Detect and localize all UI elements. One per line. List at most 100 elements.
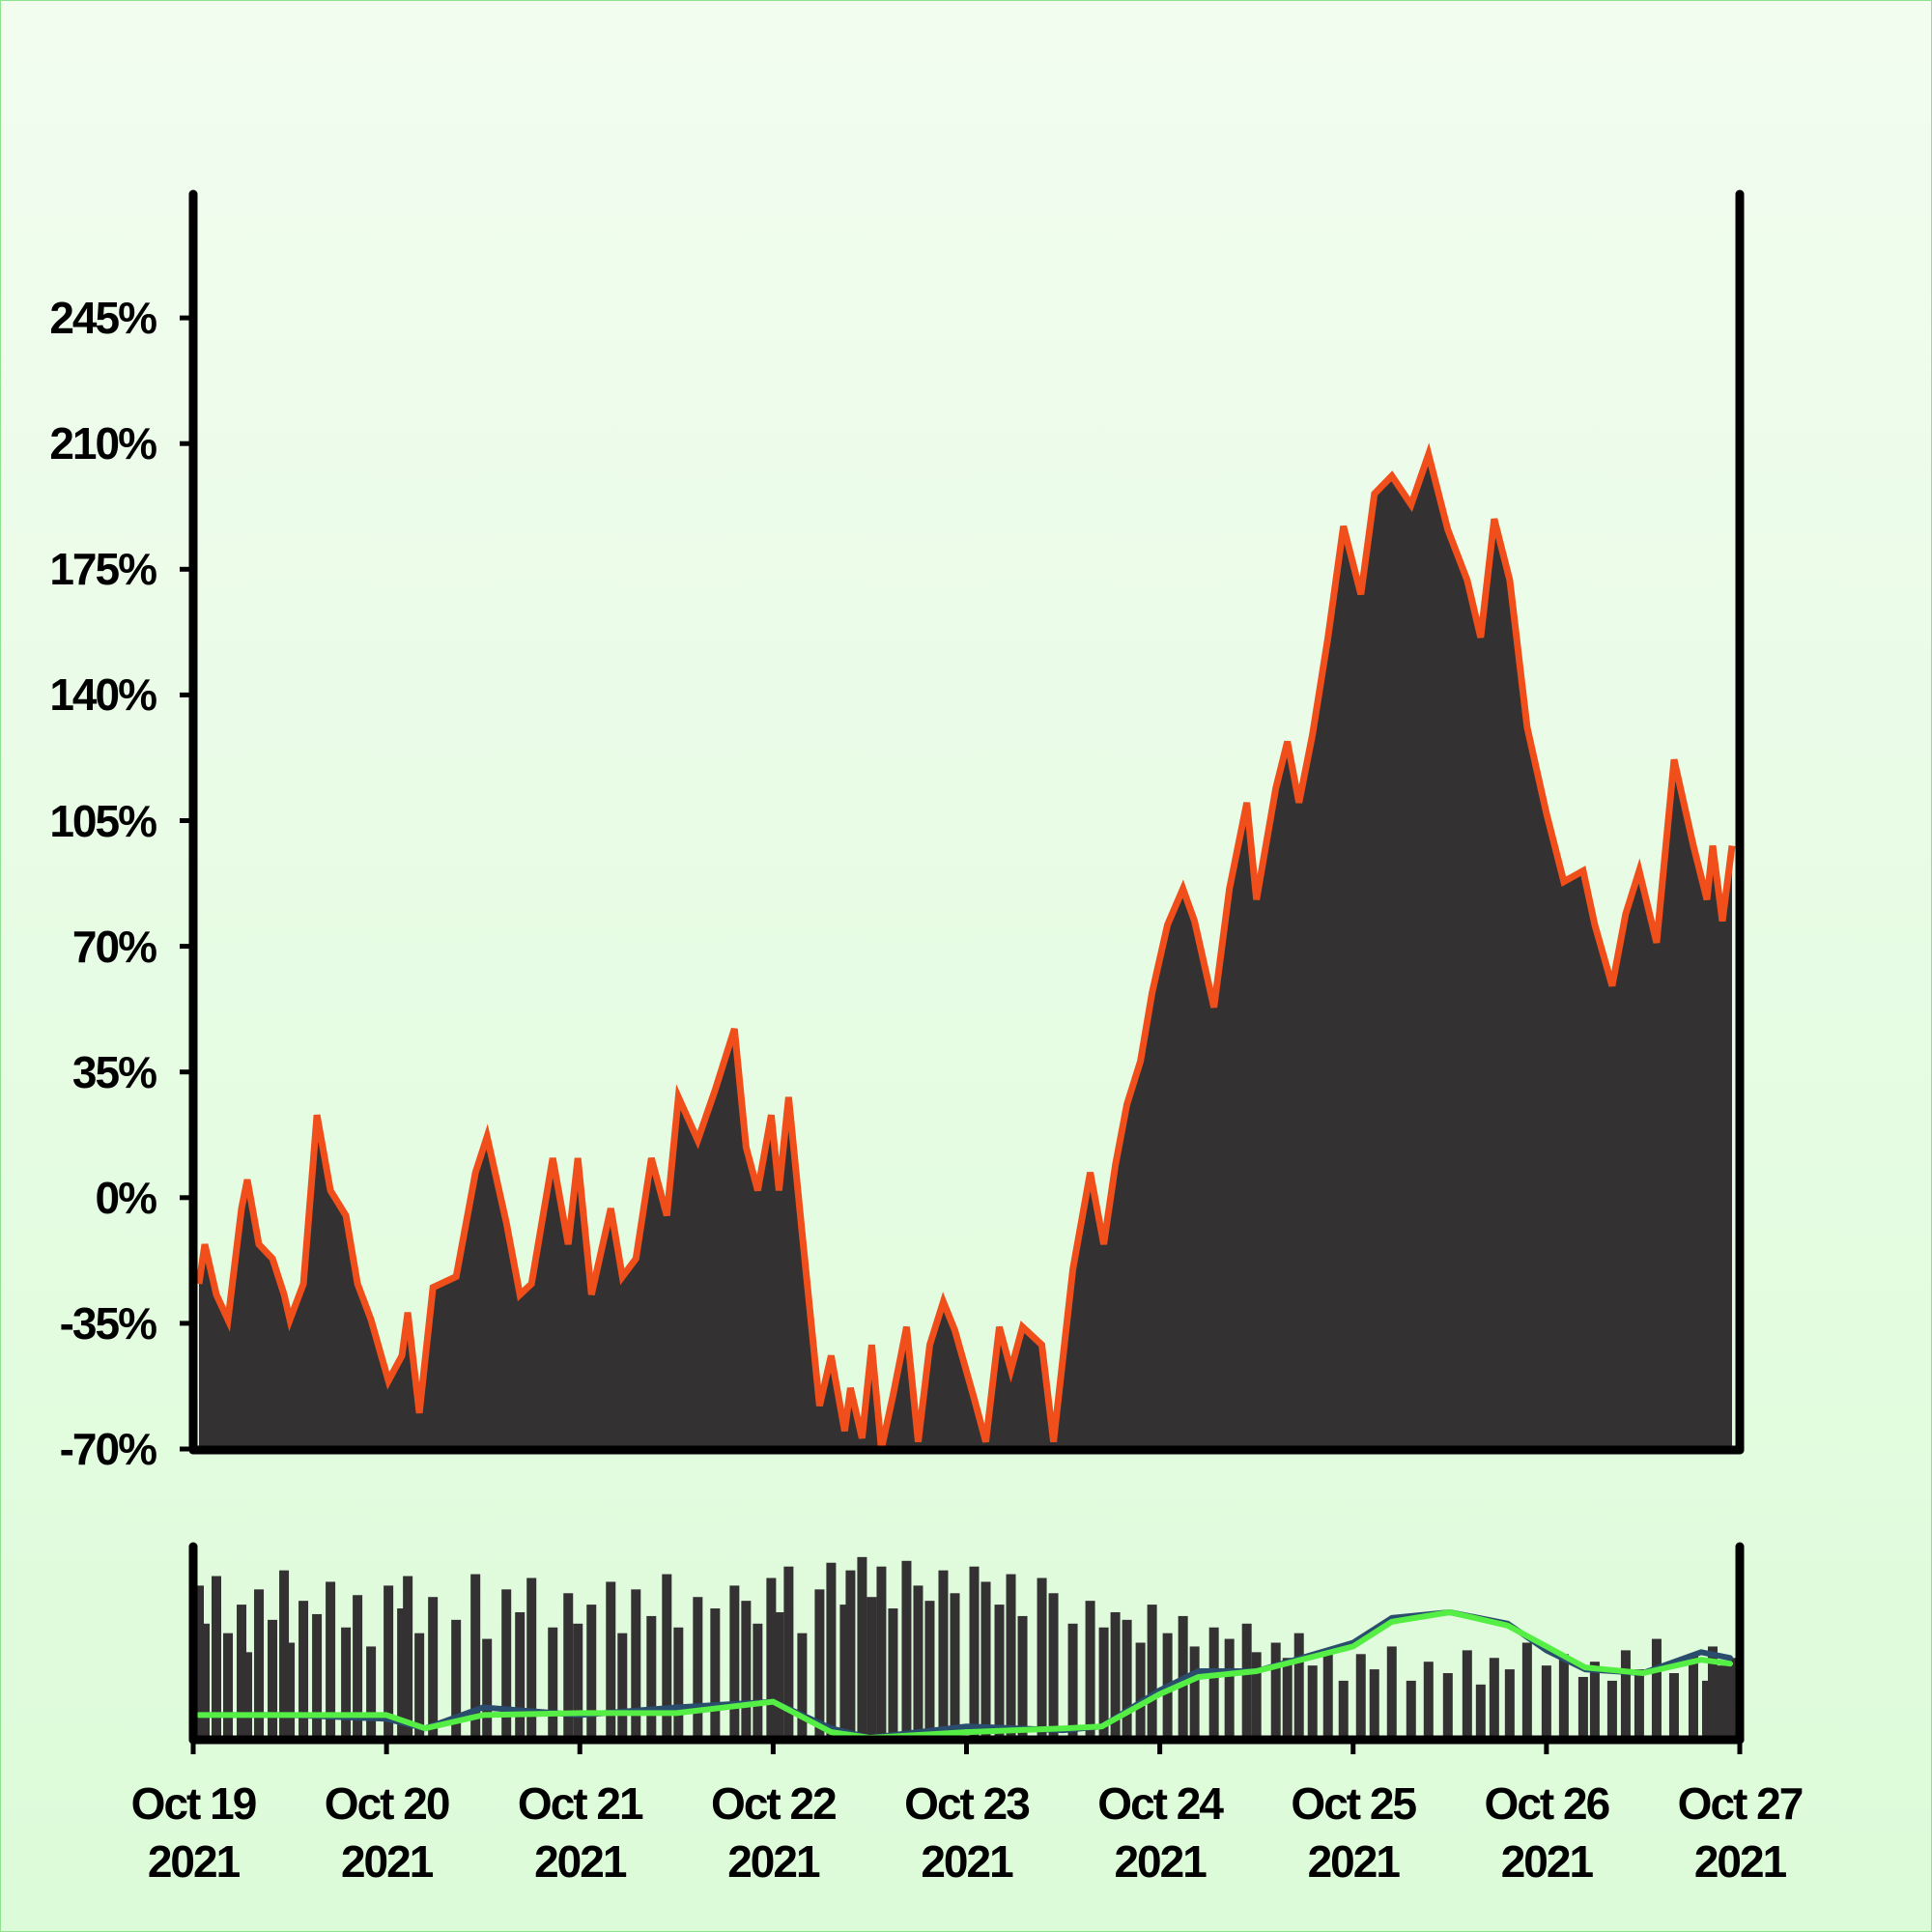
volume-bar [1668,1673,1679,1738]
indicator-line [196,1609,1733,1738]
volume-bar [1462,1650,1472,1738]
volume-bar [1017,1615,1028,1738]
x-tick-label: Oct 25 2021 [1291,1778,1417,1887]
volume-bar [285,1642,296,1738]
volume-bar [901,1560,912,1738]
volume-bar [797,1633,808,1738]
volume-bar [1085,1601,1095,1738]
x-tick-label: Oct 21 2021 [517,1778,644,1887]
volume-bar [1208,1627,1219,1738]
volume-bar [741,1601,752,1738]
volume-bar [298,1601,309,1738]
volume-bar [1651,1638,1662,1738]
volume-bar [470,1574,481,1738]
volume-bar [515,1611,526,1738]
volume-bar [237,1605,247,1738]
x-tick-label: Oct 27 2021 [1677,1778,1804,1887]
x-tick-label: Oct 20 2021 [324,1778,451,1887]
x-tick-label: Oct 24 2021 [1097,1778,1224,1887]
volume-bar [1442,1673,1453,1738]
volume-bar [326,1581,336,1738]
volume-bar [839,1605,850,1738]
volume-bar [1717,1665,1727,1738]
volume-bar [1406,1680,1416,1738]
volume-bar [428,1597,439,1738]
volume-bar [1338,1680,1349,1738]
y-tick-label: 175% [49,544,157,595]
volume-bar [913,1585,923,1738]
volume-bar [1098,1627,1109,1738]
volume-bar [1135,1642,1146,1738]
volume-bar [766,1577,777,1738]
y-tick-label: 0% [95,1172,157,1223]
volume-bar [194,1585,205,1738]
volume-bar [482,1638,493,1738]
y-tick-label: 70% [71,921,157,972]
y-tick-label: 35% [71,1046,157,1097]
volume-bar [242,1652,253,1738]
volume-bar [994,1605,1005,1738]
volume-bar [254,1589,265,1738]
ticks [180,315,1743,1754]
volume-bar [200,1623,211,1738]
volume-bar [774,1611,784,1738]
y-tick-label: 140% [49,669,157,721]
volume-bar [341,1627,352,1738]
volume-bar [312,1613,323,1738]
volume-bar [414,1633,425,1738]
area-fill [199,454,1732,1449]
volume-bar [1122,1619,1132,1738]
volume-bar [1701,1680,1712,1738]
volume-bar [501,1589,512,1738]
volume-bar [1386,1646,1397,1738]
volume-bar [969,1566,980,1738]
volume-bar [1726,1658,1737,1738]
volume-bar [1504,1669,1515,1738]
volume-bar [693,1597,703,1738]
volume-bar [1541,1665,1551,1738]
x-tick-label: Oct 22 2021 [711,1778,838,1887]
volume-bar [1251,1652,1262,1738]
volume-panel [194,1556,1737,1738]
volume-bar [1707,1646,1718,1738]
volume-bar [279,1570,290,1738]
volume-bar [938,1570,949,1738]
volume-bar [673,1627,684,1738]
volume-bar [1521,1642,1532,1738]
volume-bar [548,1627,558,1738]
volume-bar [1369,1669,1379,1738]
volume-bar [1067,1623,1078,1738]
volume-bar [1577,1676,1588,1738]
volume-bar [646,1615,657,1738]
volume-bar [353,1595,363,1738]
volume-bar [397,1608,408,1738]
volume-bar [384,1585,394,1738]
y-tick-label: -35% [59,1297,157,1349]
volume-bar [1475,1684,1486,1738]
volume-bar [1241,1623,1252,1738]
volume-bar [1293,1633,1304,1738]
volume-bar [1589,1662,1600,1738]
volume-bar [1147,1605,1157,1738]
volume-bar [586,1605,597,1738]
volume-bar [1037,1577,1047,1738]
volume-bar [826,1562,837,1738]
volume-bar [845,1570,856,1738]
volume-bar [662,1574,672,1738]
volume-bar [729,1585,740,1738]
volume-bar [223,1633,234,1738]
volume-bar [980,1581,991,1738]
volume-bar [631,1589,641,1738]
x-tick-label: Oct 19 2021 [130,1778,258,1887]
volume-bar [1355,1654,1366,1738]
volume-bar [924,1601,935,1738]
volume-bar [783,1566,794,1738]
volume-bar [867,1597,877,1738]
volume-bar [1423,1662,1434,1738]
x-tick-label: Oct 23 2021 [904,1778,1031,1887]
volume-bar [1489,1658,1499,1738]
x-tick-label: Oct 26 2021 [1484,1778,1611,1887]
volume-bar [950,1593,960,1738]
